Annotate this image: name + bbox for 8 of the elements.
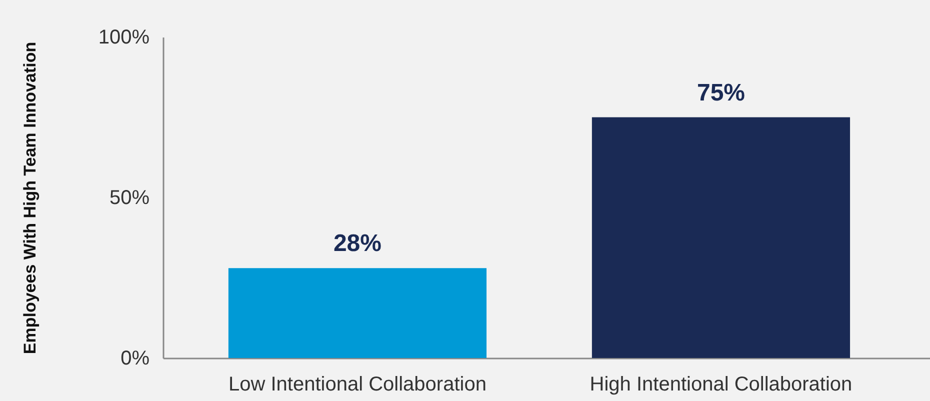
- x-tick-label: High Intentional Collaboration: [590, 374, 852, 396]
- y-tick-label: 0%: [120, 348, 150, 370]
- data-label: 75%: [696, 79, 746, 106]
- y-axis-title: Employees With High Team Innovation: [20, 42, 40, 354]
- y-tick-label: 100%: [98, 26, 150, 48]
- data-label: 28%: [333, 230, 382, 258]
- y-tick-label: 50%: [109, 187, 150, 209]
- x-tick-label: Low Intentional Collaboration: [228, 374, 486, 396]
